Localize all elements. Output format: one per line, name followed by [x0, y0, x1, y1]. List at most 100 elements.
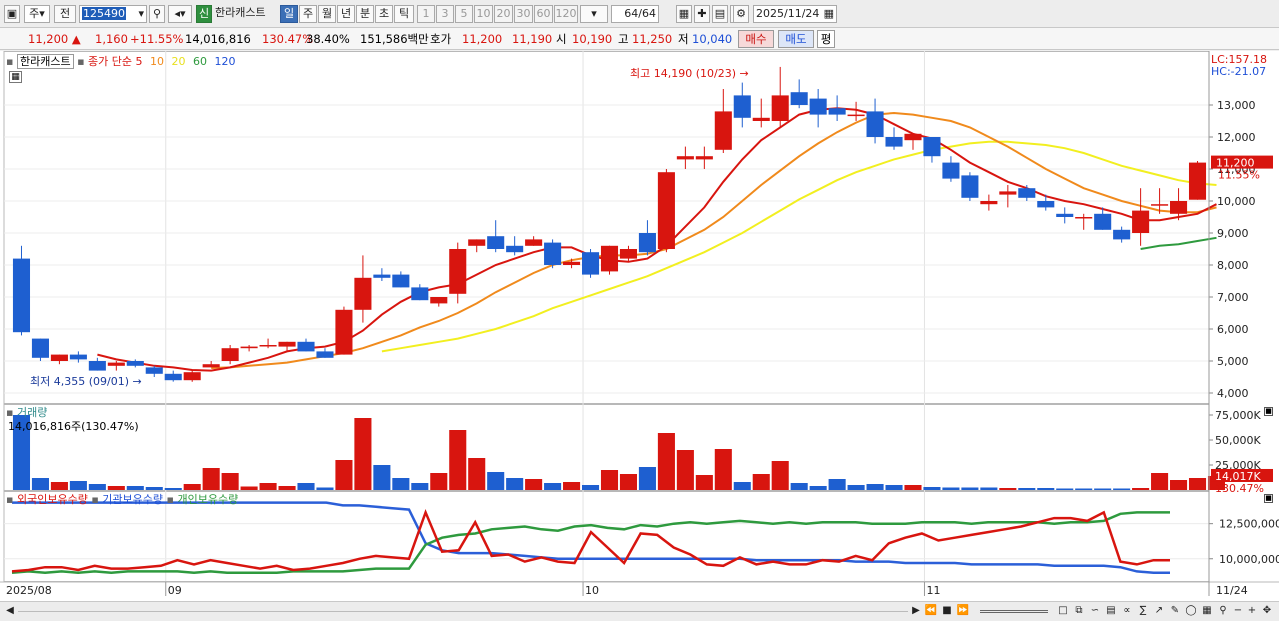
price-tick-label: 10,000: [1217, 195, 1256, 208]
volume-last-pct: 130.47%: [1215, 482, 1264, 495]
volume-bar: [487, 472, 505, 490]
price-chart[interactable]: 2025/08 09 10 11 11/2413,00012,00011,00010,0…: [0, 51, 1279, 601]
scroll-left-icon[interactable]: ◀: [6, 605, 14, 616]
volume-bar: [638, 467, 656, 490]
candle-body: [126, 361, 144, 366]
holding-close-icon[interactable]: ■: [1264, 494, 1273, 503]
interval-120[interactable]: 120: [554, 5, 578, 23]
legend-foreign[interactable]: 외국인보유수량: [16, 493, 88, 506]
volume-bar: [752, 474, 770, 490]
crosshair-icon[interactable]: ✚: [694, 5, 710, 23]
search-icon[interactable]: ⚲: [149, 5, 165, 23]
price-change: 1,160: [95, 32, 128, 46]
period-minute[interactable]: 분: [356, 5, 374, 23]
forward-icon[interactable]: ⏩: [956, 605, 970, 616]
rewind-icon[interactable]: ⏪: [924, 605, 938, 616]
count-input[interactable]: 64/64: [611, 5, 659, 23]
volume-bar: [50, 482, 68, 490]
lc-value: LC:157.18: [1211, 53, 1268, 66]
stock-code-input[interactable]: 125490 ▾: [79, 5, 147, 23]
image-icon[interactable]: ▦: [1202, 605, 1212, 616]
x-last-label: 11/24: [1216, 584, 1248, 597]
average-button[interactable]: 평: [817, 30, 835, 48]
price-tick-label: 6,000: [1217, 323, 1249, 336]
legend-institution[interactable]: 기관보유수량: [102, 493, 164, 506]
interval-3[interactable]: 3: [436, 5, 454, 23]
volume-bar: [771, 461, 789, 490]
legend-stock-name[interactable]: 한라캐스트: [16, 54, 74, 69]
trend-icon[interactable]: ↗: [1154, 605, 1164, 616]
x-tick-label: 11: [926, 584, 940, 597]
candle-body: [733, 95, 751, 118]
candle-body: [1094, 213, 1112, 230]
table-icon[interactable]: ▦: [9, 71, 22, 83]
gear-icon[interactable]: ⚙: [733, 5, 749, 23]
interval-60[interactable]: 60: [534, 5, 553, 23]
sell-button[interactable]: 매도: [778, 30, 814, 48]
zoom-out-icon[interactable]: −: [1233, 605, 1243, 616]
save-icon[interactable]: ▤: [712, 5, 728, 23]
scroll-track[interactable]: [18, 611, 908, 612]
period-tick[interactable]: 틱: [394, 5, 414, 23]
zoom-search-icon[interactable]: ⚲: [1219, 605, 1227, 616]
candle-body: [1056, 213, 1074, 217]
legend-individual[interactable]: 개인보유수량: [177, 493, 239, 506]
interval-10[interactable]: 10: [474, 5, 493, 23]
grid-icon[interactable]: ▦: [676, 5, 692, 23]
period-second[interactable]: 초: [375, 5, 393, 23]
interval-30[interactable]: 30: [514, 5, 533, 23]
calendar-icon[interactable]: ▦: [823, 7, 834, 20]
candle-body: [183, 372, 201, 381]
candle-body: [1170, 201, 1188, 214]
period-year[interactable]: 년: [337, 5, 355, 23]
legend-ma-20: 20: [171, 55, 186, 68]
stop-icon[interactable]: ■: [942, 605, 952, 616]
interval-1[interactable]: 1: [417, 5, 435, 23]
link-icon[interactable]: ∽: [1090, 605, 1100, 616]
open-label: 시: [556, 32, 567, 46]
interval-20[interactable]: 20: [494, 5, 513, 23]
buy-button[interactable]: 매수: [738, 30, 774, 48]
foreign-line: [11, 508, 1170, 573]
annotate-icon[interactable]: ✎: [1170, 605, 1180, 616]
window-icon[interactable]: ▣: [4, 5, 20, 23]
magnet-icon[interactable]: ∝: [1123, 605, 1131, 616]
measure-icon[interactable]: ◯: [1185, 605, 1197, 616]
candle-body: [714, 111, 732, 150]
candle-body: [904, 133, 922, 141]
candle-body: [373, 274, 391, 278]
chart-type-icon[interactable]: ▤: [1106, 605, 1116, 616]
play-icon[interactable]: ▶: [912, 605, 920, 616]
move-icon[interactable]: ✥: [1262, 605, 1272, 616]
candle-body: [828, 108, 846, 115]
zoom-in-icon[interactable]: +: [1247, 605, 1257, 616]
candle-body: [1037, 201, 1055, 208]
prev-button[interactable]: 전: [54, 5, 76, 23]
volume-bar: [733, 482, 751, 490]
zoom-slider[interactable]: [980, 610, 1048, 613]
copy-icon[interactable]: ⧉: [1075, 605, 1083, 616]
layout-icon[interactable]: □: [1058, 605, 1068, 616]
candle-body: [354, 277, 372, 310]
period-day[interactable]: 일: [280, 5, 298, 23]
candle-body: [240, 346, 258, 349]
interval-dropdown[interactable]: ▾: [580, 5, 608, 23]
volume-bar: [790, 483, 808, 490]
candle-body: [1151, 204, 1169, 206]
volume-title[interactable]: 거래량: [16, 406, 48, 419]
volume-bar: [525, 479, 543, 490]
period-main-select[interactable]: 주▾: [24, 5, 50, 23]
new-badge: 신: [196, 5, 212, 23]
x-tick-label: 10: [585, 584, 599, 597]
volume-legend: ▪ 거래량: [6, 406, 48, 419]
period-week[interactable]: 주: [299, 5, 317, 23]
sound-icon[interactable]: ◂▾: [168, 5, 192, 23]
date-input[interactable]: 2025/11/24 ▦: [753, 5, 837, 23]
interval-5[interactable]: 5: [455, 5, 473, 23]
candle-body: [980, 201, 998, 205]
candle-body: [164, 373, 182, 381]
candle-body: [600, 245, 619, 272]
draw-icon[interactable]: ∑: [1139, 605, 1147, 616]
period-month[interactable]: 월: [318, 5, 336, 23]
volume-close-icon[interactable]: ■: [1264, 407, 1273, 416]
